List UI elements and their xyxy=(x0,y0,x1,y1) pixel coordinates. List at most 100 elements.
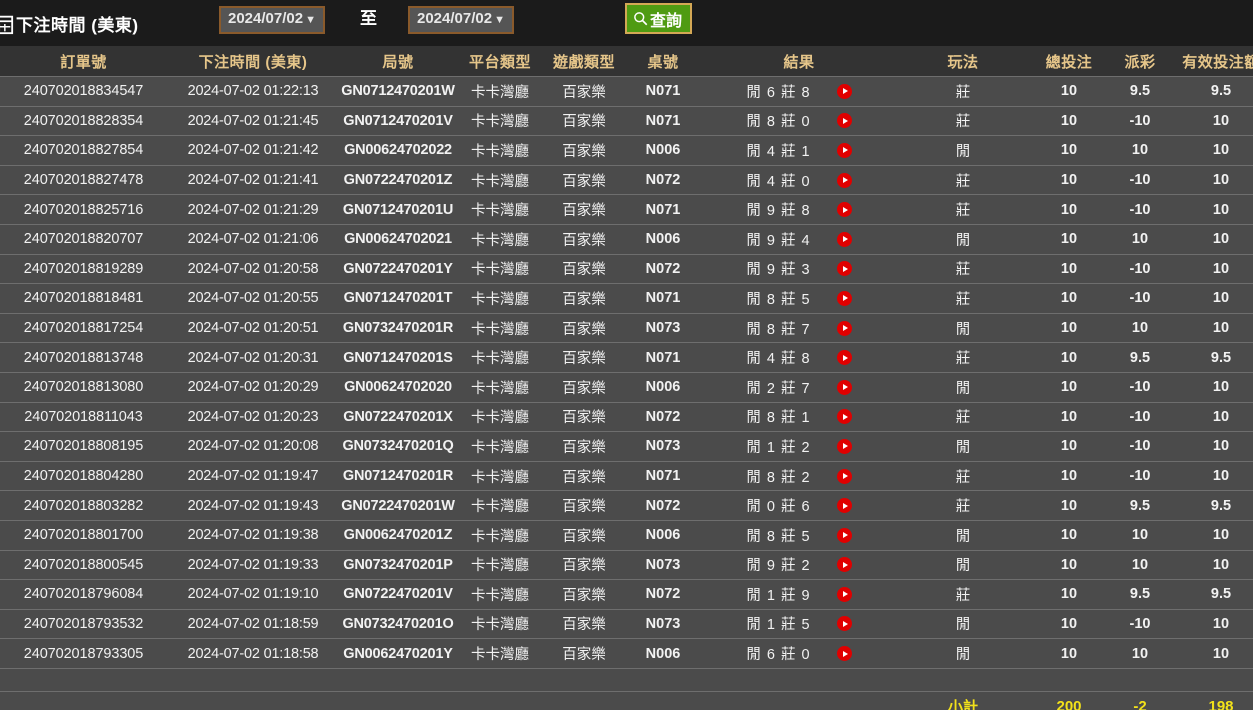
cell-total-bet: 10 xyxy=(1029,549,1109,580)
table-row[interactable]: 240702018827478 2024-07-02 01:21:41 GN0722… xyxy=(0,164,1253,195)
table-row[interactable]: 240702018793532 2024-07-02 01:18:59 GN0732… xyxy=(0,608,1253,639)
date-to-picker[interactable]: 2024/07/02 ▼ xyxy=(408,6,514,34)
play-circle-icon[interactable] xyxy=(836,498,852,514)
cell-round-no: GN00624702022 xyxy=(339,135,457,166)
cell-game-type: 百家樂 xyxy=(543,135,625,166)
search-button[interactable]: 查詢 xyxy=(625,3,693,34)
cell-payout: 10 xyxy=(1109,519,1171,550)
result-text: 閒 4 莊 0 xyxy=(746,173,811,190)
play-circle-icon[interactable] xyxy=(836,320,852,336)
cell-valid-bet: 10 xyxy=(1171,105,1253,136)
cell-payout: -10 xyxy=(1109,164,1171,195)
col-play-type[interactable]: 玩法 xyxy=(897,46,1029,77)
table-row[interactable]: 240702018803282 2024-07-02 01:19:43 GN0722… xyxy=(0,490,1253,521)
bet-time-label: 下注時間 (美東) xyxy=(16,15,139,35)
result-text: 閒 9 莊 3 xyxy=(746,262,811,279)
play-circle-icon[interactable] xyxy=(836,646,852,662)
col-game-type[interactable]: 遊戲類型 xyxy=(543,46,625,77)
table-row[interactable]: 240702018800545 2024-07-02 01:19:33 GN0732… xyxy=(0,549,1253,580)
cell-table-no: N006 xyxy=(625,223,701,255)
table-row[interactable]: 240702018817254 2024-07-02 01:20:51 GN0732… xyxy=(0,312,1253,343)
cell-bet-time: 2024-07-02 01:18:58 xyxy=(167,638,339,669)
table-row[interactable]: 240702018825716 2024-07-02 01:21:29 GN0712… xyxy=(0,194,1253,225)
play-circle-icon[interactable] xyxy=(836,83,852,99)
cell-game-type: 百家樂 xyxy=(543,253,625,284)
col-order-no[interactable]: 訂單號 xyxy=(0,46,167,77)
cell-round-no: GN0712470201U xyxy=(339,194,457,225)
play-circle-icon[interactable] xyxy=(836,379,852,395)
play-circle-icon[interactable] xyxy=(836,350,852,366)
cell-platform: 卡卡灣廳 xyxy=(457,194,543,225)
cell-table-no: N006 xyxy=(625,638,701,669)
cell-bet-time: 2024-07-02 01:19:33 xyxy=(167,549,339,580)
play-circle-icon[interactable] xyxy=(836,172,852,188)
col-result[interactable]: 結果 xyxy=(701,46,897,77)
cell-platform: 卡卡灣廳 xyxy=(457,135,543,166)
result-text: 閒 2 莊 7 xyxy=(746,380,811,397)
play-circle-icon[interactable] xyxy=(836,202,852,218)
date-to-value: 2024/07/02 xyxy=(417,10,493,28)
table-row[interactable]: 240702018813748 2024-07-02 01:20:31 GN0712… xyxy=(0,342,1253,373)
table-row[interactable]: 240702018813080 2024-07-02 01:20:29 GN0062… xyxy=(0,371,1253,403)
cell-result: 閒 9 莊 3 xyxy=(701,253,897,284)
table-row[interactable]: 240702018808195 2024-07-02 01:20:08 GN0732… xyxy=(0,431,1253,462)
table-row[interactable]: 240702018796084 2024-07-02 01:19:10 GN0722… xyxy=(0,579,1253,610)
col-payout[interactable]: 派彩 xyxy=(1109,46,1171,77)
cell-platform: 卡卡灣廳 xyxy=(457,579,543,610)
col-valid-bet[interactable]: 有效投注額 xyxy=(1171,46,1253,77)
table-row[interactable]: 240702018801700 2024-07-02 01:19:38 GN0062… xyxy=(0,519,1253,550)
play-circle-icon[interactable] xyxy=(836,261,852,277)
date-from-value: 2024/07/02 xyxy=(228,10,304,28)
cell-total-bet: 10 xyxy=(1029,76,1109,107)
play-circle-icon[interactable] xyxy=(836,113,852,129)
result-text: 閒 4 莊 8 xyxy=(746,351,811,368)
cell-total-bet: 10 xyxy=(1029,490,1109,521)
cell-payout: -10 xyxy=(1109,194,1171,225)
play-circle-icon[interactable] xyxy=(836,527,852,543)
cell-game-type: 百家樂 xyxy=(543,283,625,314)
play-circle-icon[interactable] xyxy=(836,468,852,484)
table-row[interactable]: 240702018819289 2024-07-02 01:20:58 GN0722… xyxy=(0,253,1253,284)
col-total-bet[interactable]: 總投注 xyxy=(1029,46,1109,77)
play-circle-icon[interactable] xyxy=(836,409,852,425)
table-row[interactable]: 240702018834547 2024-07-02 01:22:13 GN0712… xyxy=(0,76,1253,107)
play-circle-icon[interactable] xyxy=(836,290,852,306)
table-row[interactable]: 240702018818481 2024-07-02 01:20:55 GN0712… xyxy=(0,283,1253,314)
cell-game-type: 百家樂 xyxy=(543,638,625,669)
cell-payout: 9.5 xyxy=(1109,76,1171,107)
cell-result: 閒 1 莊 5 xyxy=(701,608,897,639)
play-circle-icon[interactable] xyxy=(836,616,852,632)
cell-table-no: N006 xyxy=(625,519,701,550)
summary-row: 小計 200 -2 198 xyxy=(0,690,1253,710)
cell-order-no: 240702018801700 xyxy=(0,519,167,550)
col-table-no[interactable]: 桌號 xyxy=(625,46,701,77)
play-circle-icon[interactable] xyxy=(836,142,852,158)
play-circle-icon[interactable] xyxy=(836,586,852,602)
cell-bet-time: 2024-07-02 01:20:29 xyxy=(167,371,339,403)
table-row[interactable]: 240702018811043 2024-07-02 01:20:23 GN0722… xyxy=(0,401,1253,432)
col-platform[interactable]: 平台類型 xyxy=(457,46,543,77)
cell-table-no: N071 xyxy=(625,460,701,491)
cell-result: 閒 9 莊 8 xyxy=(701,194,897,225)
col-round-no[interactable]: 局號 xyxy=(339,46,457,77)
table-row[interactable]: 240702018827854 2024-07-02 01:21:42 GN0062… xyxy=(0,135,1253,166)
cell-valid-bet: 9.5 xyxy=(1171,342,1253,373)
cell-table-no: N072 xyxy=(625,164,701,195)
table-row[interactable]: 240702018793305 2024-07-02 01:18:58 GN0062… xyxy=(0,638,1253,669)
cell-result: 閒 1 莊 9 xyxy=(701,579,897,610)
result-text: 閒 1 莊 2 xyxy=(746,439,811,456)
play-circle-icon[interactable] xyxy=(836,231,852,247)
cell-order-no: 240702018800545 xyxy=(0,549,167,580)
cell-valid-bet: 9.5 xyxy=(1171,76,1253,107)
cell-play-type: 閒 xyxy=(897,312,1029,343)
play-circle-icon[interactable] xyxy=(836,438,852,454)
play-circle-icon[interactable] xyxy=(836,557,852,573)
cell-play-type: 閒 xyxy=(897,608,1029,639)
cell-play-type: 閒 xyxy=(897,638,1029,669)
table-row[interactable]: 240702018828354 2024-07-02 01:21:45 GN0712… xyxy=(0,105,1253,136)
table-row[interactable]: 240702018820707 2024-07-02 01:21:06 GN0062… xyxy=(0,223,1253,255)
summary-pad xyxy=(0,690,897,710)
table-row[interactable]: 240702018804280 2024-07-02 01:19:47 GN0712… xyxy=(0,460,1253,491)
col-bet-time[interactable]: 下注時間 (美東) xyxy=(167,46,339,77)
date-from-picker[interactable]: 2024/07/02 ▼ xyxy=(219,6,325,34)
